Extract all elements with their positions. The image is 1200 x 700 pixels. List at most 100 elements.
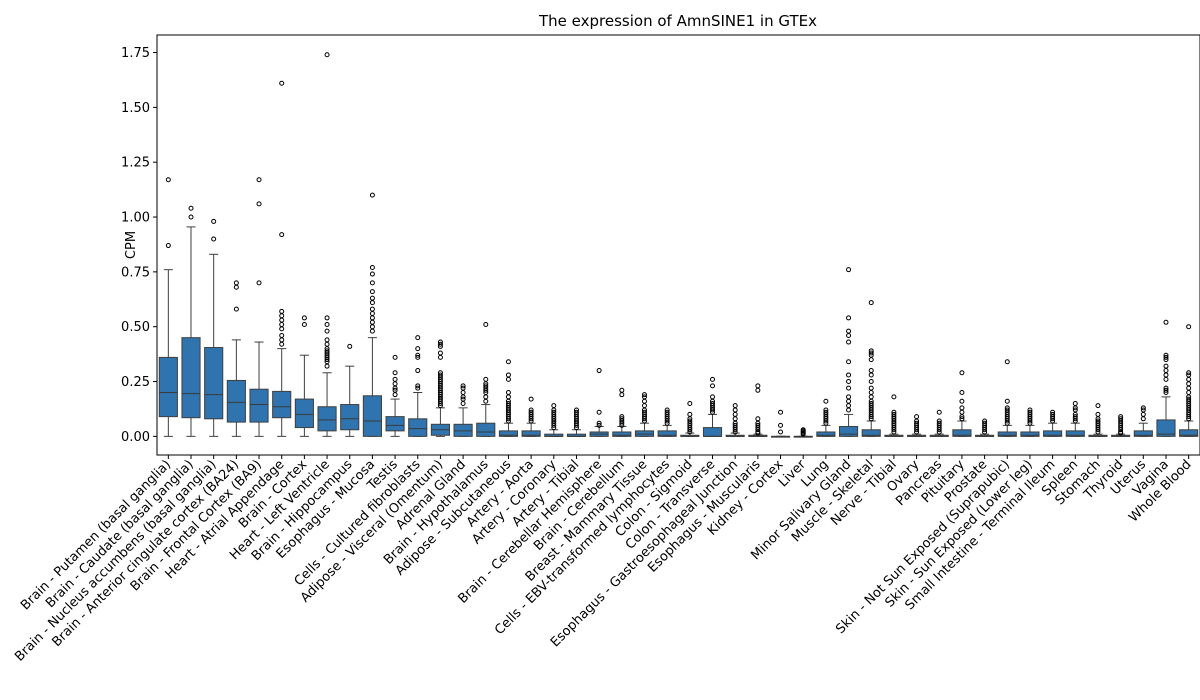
outlier-point bbox=[891, 409, 897, 415]
x-axis: Brain - Putamen (basal ganglia)Brain - C… bbox=[12, 455, 1194, 665]
outlier-point bbox=[415, 385, 421, 391]
outlier-point bbox=[279, 332, 285, 338]
outlier-point bbox=[483, 322, 489, 328]
box-group bbox=[204, 218, 224, 437]
outlier-point bbox=[868, 389, 874, 395]
outlier-point bbox=[1072, 414, 1078, 420]
outlier-point bbox=[823, 407, 829, 413]
box-group bbox=[226, 280, 246, 437]
outlier-point bbox=[641, 409, 647, 415]
y-axis-label: CPM bbox=[124, 231, 139, 259]
outlier-point bbox=[1163, 368, 1169, 374]
y-axis: 0.00 0.25 0.50 0.75 1.00 1.25 1.50 1.75 bbox=[121, 46, 157, 445]
outlier-point bbox=[505, 376, 511, 382]
outlier-point bbox=[460, 389, 466, 395]
outlier-point bbox=[324, 315, 330, 321]
outlier-point bbox=[846, 332, 852, 338]
outlier-point bbox=[279, 337, 285, 343]
outlier-point bbox=[778, 422, 784, 428]
outlier-point bbox=[1186, 370, 1192, 376]
box-group bbox=[294, 315, 314, 437]
outlier-point bbox=[619, 387, 625, 393]
outlier-point bbox=[664, 409, 670, 415]
outlier-point bbox=[1072, 407, 1078, 413]
outlier-point bbox=[188, 214, 194, 220]
box-series bbox=[158, 52, 1199, 438]
iqr-box bbox=[181, 337, 201, 419]
outlier-point bbox=[324, 328, 330, 334]
outlier-point bbox=[1004, 405, 1010, 411]
iqr-box bbox=[838, 425, 859, 437]
outlier-point bbox=[211, 218, 217, 224]
y-tick-label: 0.75 bbox=[121, 265, 150, 280]
outlier-point bbox=[1072, 400, 1078, 406]
outlier-point bbox=[392, 376, 398, 382]
outlier-point bbox=[505, 394, 511, 400]
outlier-point bbox=[460, 396, 466, 402]
outlier-point bbox=[1163, 354, 1169, 360]
box-group bbox=[1043, 409, 1063, 437]
outlier-point bbox=[914, 414, 920, 420]
box-group bbox=[340, 343, 360, 437]
outlier-point bbox=[415, 335, 421, 341]
outlier-point bbox=[573, 407, 579, 413]
outlier-point bbox=[369, 315, 375, 321]
outlier-point bbox=[324, 341, 330, 347]
outlier-point bbox=[891, 394, 897, 400]
iqr-box bbox=[997, 431, 1017, 437]
box-group bbox=[838, 267, 859, 437]
iqr-box bbox=[657, 430, 677, 437]
box-group bbox=[612, 387, 632, 437]
outlier-point bbox=[437, 339, 443, 345]
outlier-point bbox=[415, 354, 421, 360]
outlier-point bbox=[1140, 405, 1146, 411]
outlier-point bbox=[710, 376, 716, 382]
y-tick-label: 1.00 bbox=[121, 211, 150, 226]
outlier-point bbox=[483, 383, 489, 389]
outlier-point bbox=[392, 387, 398, 393]
outlier-point bbox=[415, 368, 421, 374]
box-group bbox=[1133, 405, 1153, 437]
outlier-point bbox=[573, 409, 579, 415]
outlier-point bbox=[1140, 416, 1146, 422]
outlier-point bbox=[868, 368, 874, 374]
outlier-point bbox=[505, 389, 511, 395]
outlier-point bbox=[710, 394, 716, 400]
outlier-point bbox=[369, 311, 375, 317]
outlier-point bbox=[1095, 418, 1101, 424]
box-group bbox=[929, 409, 949, 437]
outlier-point bbox=[868, 357, 874, 363]
outlier-point bbox=[460, 400, 466, 406]
box-group bbox=[362, 192, 382, 437]
iqr-box bbox=[1179, 429, 1199, 437]
outlier-point bbox=[1004, 407, 1010, 413]
outlier-point bbox=[1186, 381, 1192, 387]
box-group bbox=[793, 427, 813, 438]
outlier-point bbox=[959, 370, 965, 376]
outlier-point bbox=[846, 328, 852, 334]
outlier-point bbox=[551, 403, 557, 409]
outlier-point bbox=[619, 416, 625, 422]
outlier-point bbox=[823, 409, 829, 415]
outlier-point bbox=[596, 422, 602, 428]
outlier-point bbox=[256, 177, 262, 183]
plot-frame bbox=[156, 34, 1200, 456]
outlier-point bbox=[369, 289, 375, 295]
iqr-box bbox=[317, 406, 337, 432]
iqr-box bbox=[1043, 430, 1063, 437]
outlier-point bbox=[687, 418, 693, 424]
box-group bbox=[634, 392, 655, 437]
outlier-point bbox=[279, 80, 285, 86]
outlier-point bbox=[551, 409, 557, 415]
outlier-point bbox=[211, 236, 217, 242]
outlier-point bbox=[369, 328, 375, 334]
outlier-point bbox=[324, 337, 330, 343]
outlier-point bbox=[823, 398, 829, 404]
outlier-point bbox=[959, 409, 965, 415]
outlier-point bbox=[959, 389, 965, 395]
outlier-point bbox=[279, 341, 285, 347]
box-group bbox=[385, 354, 405, 437]
box-group bbox=[158, 177, 178, 437]
box-group bbox=[816, 398, 836, 437]
